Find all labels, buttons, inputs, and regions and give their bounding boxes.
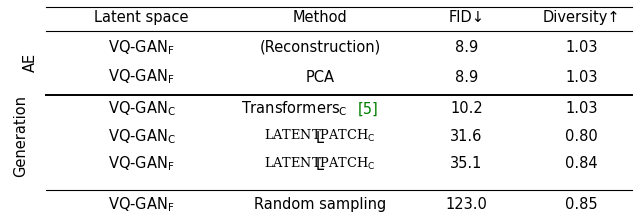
Text: 10.2: 10.2 xyxy=(450,101,483,116)
Text: 123.0: 123.0 xyxy=(445,197,488,212)
Text: [5]: [5] xyxy=(357,101,378,116)
Text: Latent space: Latent space xyxy=(94,10,189,25)
Text: 1.03: 1.03 xyxy=(565,101,598,116)
Text: VQ-GAN$_\mathrm{C}$: VQ-GAN$_\mathrm{C}$ xyxy=(108,99,175,118)
Text: Diversity↑: Diversity↑ xyxy=(543,10,620,25)
Text: (Reconstruction): (Reconstruction) xyxy=(259,40,381,55)
Text: 35.1: 35.1 xyxy=(451,156,483,171)
Text: 8.9: 8.9 xyxy=(455,69,478,85)
Text: FID↓: FID↓ xyxy=(449,10,484,25)
Text: 0.80: 0.80 xyxy=(565,129,598,144)
Text: 31.6: 31.6 xyxy=(451,129,483,144)
Text: 1.03: 1.03 xyxy=(565,69,598,85)
Text: $\mathrm{L_{}}$: $\mathrm{L_{}}$ xyxy=(315,156,325,171)
Text: 1.03: 1.03 xyxy=(565,40,598,55)
Text: VQ-GAN$_\mathrm{F}$: VQ-GAN$_\mathrm{F}$ xyxy=(108,195,175,214)
Text: 8.9: 8.9 xyxy=(455,40,478,55)
Text: VQ-GAN$_\mathrm{F}$: VQ-GAN$_\mathrm{F}$ xyxy=(108,68,175,86)
Text: AE: AE xyxy=(22,53,38,72)
Text: VQ-GAN$_\mathrm{F}$: VQ-GAN$_\mathrm{F}$ xyxy=(108,38,175,57)
Text: Transformers$_\mathrm{C}$: Transformers$_\mathrm{C}$ xyxy=(241,99,348,118)
Text: $\mathrm{L_{}}$: $\mathrm{L_{}}$ xyxy=(315,129,325,144)
Text: LATENTPATCH$_\mathrm{C}$: LATENTPATCH$_\mathrm{C}$ xyxy=(264,128,376,144)
Text: VQ-GAN$_\mathrm{C}$: VQ-GAN$_\mathrm{C}$ xyxy=(108,127,175,146)
Text: 0.85: 0.85 xyxy=(565,197,598,212)
Text: 0.84: 0.84 xyxy=(565,156,598,171)
Text: VQ-GAN$_\mathrm{F}$: VQ-GAN$_\mathrm{F}$ xyxy=(108,154,175,173)
Text: PCA: PCA xyxy=(305,69,335,85)
Text: Random sampling: Random sampling xyxy=(254,197,386,212)
Text: LATENTPATCH$_\mathrm{C}$: LATENTPATCH$_\mathrm{C}$ xyxy=(264,156,376,172)
Text: Method: Method xyxy=(292,10,348,25)
Text: Generation: Generation xyxy=(13,95,28,177)
